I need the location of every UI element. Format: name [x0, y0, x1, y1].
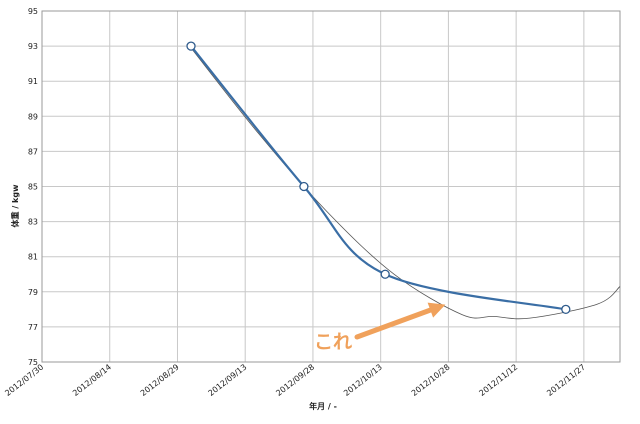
grid [41, 10, 620, 363]
data-point [186, 41, 196, 51]
tick-labels: 75 77 79 81 83 85 87 89 91 93 95 2012/07/30 2012/08/… [3, 7, 587, 398]
y-tick-label: 83 [28, 218, 38, 227]
y-tick-label: 93 [28, 42, 38, 51]
y-tick-label: 79 [28, 288, 38, 297]
axes [41, 10, 621, 363]
y-tick-label: 77 [28, 323, 38, 332]
x-tick-label: 2012/10/13 [342, 362, 384, 397]
y-tick-label: 75 [28, 358, 38, 367]
y-tick-label: 89 [28, 112, 38, 121]
y-tick-label: 87 [28, 147, 38, 156]
x-tick-label: 2012/09/28 [274, 362, 316, 397]
y-tick-label: 95 [28, 7, 38, 16]
annotations: これ [314, 302, 446, 353]
x-tick-label: 2012/08/29 [139, 362, 181, 397]
annotation-arrow-shaft [354, 306, 435, 340]
y-tick-label: 81 [28, 253, 38, 262]
y-tick-label: 91 [28, 77, 38, 86]
x-tick-label: 2012/10/28 [410, 362, 452, 397]
data-point [299, 181, 309, 192]
y-axis-title: 体重 / kgw [10, 184, 20, 228]
annotation-label: これ [314, 331, 352, 353]
annotation-arrow-head [427, 302, 446, 318]
series [186, 41, 621, 320]
x-tick-label: 2012/08/14 [71, 362, 113, 397]
x-axis-title: 年月 / - [309, 401, 337, 411]
plot-area-border [41, 10, 621, 363]
series-line [190, 45, 567, 311]
data-point [380, 269, 390, 279]
x-tick-label: 2012/11/27 [545, 362, 587, 397]
data-point [561, 304, 571, 315]
y-tick-label: 85 [28, 183, 38, 192]
trendline [190, 47, 621, 320]
x-tick-label: 2012/11/12 [477, 362, 519, 397]
x-tick-label: 2012/09/13 [207, 362, 249, 397]
x-tick-label: 2012/07/30 [3, 362, 45, 397]
